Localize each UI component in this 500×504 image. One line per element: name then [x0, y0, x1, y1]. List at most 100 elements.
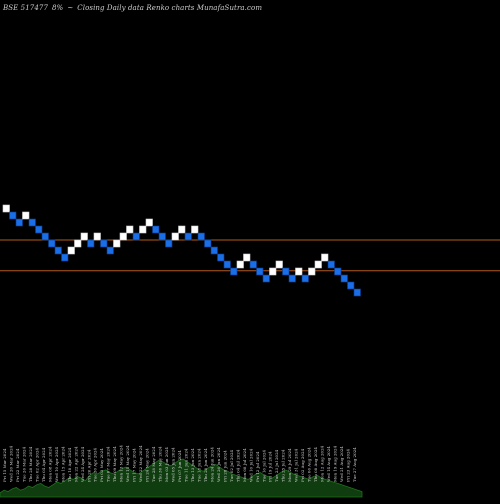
up-brick [191, 225, 199, 234]
down-brick [184, 232, 192, 241]
date-label: Wed 26 Jun 2024 [216, 447, 221, 482]
date-label: Wed 31 Jul 2024 [294, 448, 299, 482]
date-label: Wed 20 Mar 2024 [9, 445, 14, 482]
down-brick [288, 274, 296, 283]
down-brick [301, 274, 309, 283]
date-label: Thu 28 Mar 2024 [28, 446, 33, 482]
date-label: Wed 05 Jun 2024 [171, 447, 176, 482]
date-label: Thu 04 Apr 2024 [41, 447, 46, 482]
up-brick [171, 232, 179, 241]
down-brick [223, 260, 231, 269]
date-label: Tue 06 Aug 2024 [307, 447, 312, 482]
down-brick [282, 267, 290, 276]
down-brick [347, 281, 355, 290]
date-label: Tue 16 Jul 2024 [261, 449, 266, 482]
date-label: Fri 26 Apr 2024 [86, 449, 91, 482]
date-label: Fri 15 Mar 2024 [2, 448, 7, 482]
down-brick [54, 246, 62, 255]
date-label: Thu 04 Jul 2024 [235, 449, 240, 482]
date-label: Fri 17 May 2024 [132, 448, 137, 482]
down-brick [197, 232, 205, 241]
up-brick [113, 239, 121, 248]
date-label: Fri 22 Mar 2024 [15, 448, 20, 482]
date-label: Mon 24 Jun 2024 [209, 447, 214, 482]
down-brick [334, 267, 342, 276]
date-label: Tue 11 Jun 2024 [184, 448, 189, 482]
down-brick [217, 253, 225, 262]
date-label: Tue 26 Mar 2024 [21, 446, 26, 482]
volume-area [0, 458, 363, 498]
down-brick [106, 246, 114, 255]
date-label: Mon 22 Apr 2024 [73, 446, 78, 482]
down-brick [204, 239, 212, 248]
date-label: Thu 13 Jun 2024 [190, 448, 195, 482]
date-label: Thu 08 Aug 2024 [313, 447, 318, 482]
up-brick [178, 225, 186, 234]
down-brick [15, 218, 23, 227]
chart-header: BSE 517477 8% ~ Closing Daily data Renko ch… [3, 4, 266, 12]
up-brick [314, 260, 322, 269]
date-label: Tue 18 Jun 2024 [196, 448, 201, 482]
down-brick [61, 253, 69, 262]
date-label: Wed 14 Aug 2024 [326, 446, 331, 482]
date-label: Mon 13 May 2024 [119, 445, 124, 482]
date-label: Fri 23 Aug 2024 [346, 448, 351, 482]
date-label: Fri 19 Jul 2024 [268, 451, 273, 482]
up-brick [22, 211, 30, 220]
up-brick [295, 267, 303, 276]
date-label: Mon 12 Aug 2024 [320, 445, 325, 482]
down-brick [256, 267, 264, 276]
down-brick [9, 211, 17, 220]
up-brick [145, 218, 153, 227]
date-label: Mon 29 Jul 2024 [287, 448, 292, 482]
date-label: Tue 30 Apr 2024 [93, 447, 98, 482]
date-label: Thu 09 May 2024 [112, 446, 117, 482]
up-brick [67, 246, 75, 255]
down-brick [87, 239, 95, 248]
date-label: Thu 25 Jul 2024 [281, 449, 286, 482]
symbol-label: BSE 517477 [3, 4, 48, 12]
up-brick [308, 267, 316, 276]
up-brick [321, 253, 329, 262]
down-brick [230, 267, 238, 276]
volume-area-path [0, 458, 363, 498]
date-label: Fri 24 May 2024 [145, 448, 150, 482]
up-brick [93, 232, 101, 241]
down-brick [132, 232, 140, 241]
chart-description: Closing Daily data Renko charts MunafaSu… [77, 4, 263, 12]
down-brick [262, 274, 270, 283]
date-label: Wed 22 May 2024 [138, 445, 143, 482]
date-label: Tue 02 Jul 2024 [229, 449, 234, 482]
down-brick [152, 225, 160, 234]
date-label: Thu 20 Jun 2024 [203, 448, 208, 482]
date-label: Wed 15 May 2024 [125, 445, 130, 482]
date-label: Wed 24 Apr 2024 [80, 446, 85, 482]
up-brick [269, 267, 277, 276]
date-label: Thu 18 Apr 2024 [67, 447, 72, 482]
date-label: Mon 08 Jul 2024 [242, 448, 247, 482]
up-brick [2, 204, 10, 213]
date-label: Tue 02 Apr 2024 [34, 447, 39, 482]
change-label: 8% [52, 4, 64, 12]
trend-arrow: ~ [67, 4, 74, 12]
date-label: Mon 15 Apr 2024 [60, 446, 65, 482]
up-brick [139, 225, 147, 234]
down-brick [249, 260, 257, 269]
date-label: Tue 07 May 2024 [106, 446, 111, 482]
date-label: Fri 28 Jun 2024 [222, 450, 227, 482]
up-brick [236, 260, 244, 269]
down-brick [165, 239, 173, 248]
up-brick [80, 232, 88, 241]
date-label: Thu 30 May 2024 [158, 446, 163, 482]
down-brick [158, 232, 166, 241]
down-brick [340, 274, 348, 283]
date-label: Mon 19 Aug 2024 [333, 445, 338, 482]
down-brick [327, 260, 335, 269]
down-brick [41, 232, 49, 241]
date-label: Fri 02 Aug 2024 [300, 448, 305, 482]
date-label: Tue 28 May 2024 [151, 446, 156, 482]
down-brick [100, 239, 108, 248]
down-brick [210, 246, 218, 255]
